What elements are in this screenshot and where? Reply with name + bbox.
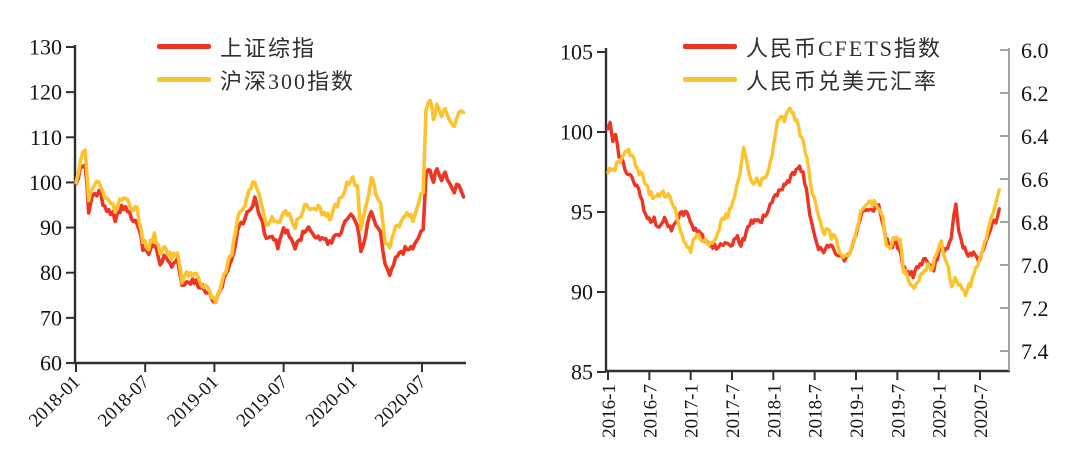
- right-y-tick-label: 6.4: [1021, 124, 1049, 149]
- x-tick-label: 2019-01: [163, 372, 223, 432]
- right-y-tick-label: 6.6: [1021, 167, 1049, 192]
- x-tick-label: 2018-1: [764, 384, 785, 438]
- x-tick-label: 2018-01: [25, 372, 85, 432]
- left-chart-legend: 上证综指 沪深300指数: [157, 30, 355, 96]
- legend-item: 上证综指: [157, 30, 355, 63]
- y-tick-label: 100: [29, 170, 62, 195]
- x-tick-label: 2020-01: [302, 372, 362, 432]
- y-tick-label: 130: [29, 35, 62, 60]
- left-y-tick-label: 100: [560, 120, 593, 145]
- x-tick-label: 2016-1: [599, 384, 620, 438]
- x-tick-label: 2020-07: [371, 372, 431, 432]
- y-tick-label: 80: [40, 260, 62, 285]
- legend-yellow-line-swatch: [157, 77, 211, 82]
- legend-red-line-swatch: [157, 44, 211, 49]
- right-y-tick-label: 7.0: [1021, 253, 1049, 278]
- left-y-tick-label: 95: [571, 200, 593, 225]
- legend-item: 人民币CFETS指数: [683, 30, 942, 63]
- legend-label-usdcny: 人民币兑美元汇率: [746, 68, 939, 94]
- x-tick-label: 2020-1: [930, 384, 951, 438]
- x-tick-label: 2016-7: [640, 384, 661, 438]
- x-tick-label: 2020-7: [971, 384, 992, 438]
- right-y-tick-label: 6.2: [1021, 81, 1049, 106]
- legend-yellow-line-swatch: [683, 77, 737, 82]
- x-tick-label: 2017-1: [682, 384, 703, 438]
- series-line-usdcny-rate: [606, 106, 1001, 298]
- x-tick-label: 2019-1: [847, 384, 868, 438]
- y-tick-label: 120: [29, 80, 62, 105]
- right-y-tick-label: 7.2: [1021, 296, 1049, 321]
- x-tick-label: 2019-07: [233, 372, 293, 432]
- legend-item: 沪深300指数: [157, 63, 355, 96]
- series-line-csi300: [74, 98, 466, 305]
- y-tick-label: 110: [30, 125, 62, 150]
- rmb-fx-chart: 85 90 95 100 105 6.0 6.2 6.4 6.6 6.8 7.0 7.2 7.4 2016…: [560, 38, 1049, 438]
- right-y-tick-label: 7.4: [1021, 339, 1049, 364]
- legend-label-csi300: 沪深300指数: [220, 68, 356, 94]
- legend-label-sse: 上证综指: [220, 35, 317, 61]
- legend-red-line-swatch: [683, 44, 737, 49]
- x-tick-label: 2018-07: [94, 372, 154, 432]
- right-y-tick-label: 6.0: [1021, 38, 1049, 63]
- left-y-tick-label: 90: [571, 280, 593, 305]
- y-tick-label: 90: [40, 215, 62, 240]
- right-chart-legend: 人民币CFETS指数 人民币兑美元汇率: [683, 30, 942, 96]
- legend-item: 人民币兑美元汇率: [683, 63, 942, 96]
- x-tick-label: 2018-7: [806, 384, 827, 438]
- right-y-tick-label: 6.8: [1021, 210, 1049, 235]
- y-tick-label: 60: [40, 351, 62, 376]
- left-y-tick-label: 105: [560, 40, 593, 65]
- y-tick-label: 70: [40, 305, 62, 330]
- left-y-tick-label: 85: [571, 360, 593, 385]
- x-tick-label: 2019-7: [888, 384, 909, 438]
- x-tick-label: 2017-7: [723, 384, 744, 438]
- legend-label-cfets: 人民币CFETS指数: [746, 35, 943, 61]
- series-line-sse: [74, 163, 466, 305]
